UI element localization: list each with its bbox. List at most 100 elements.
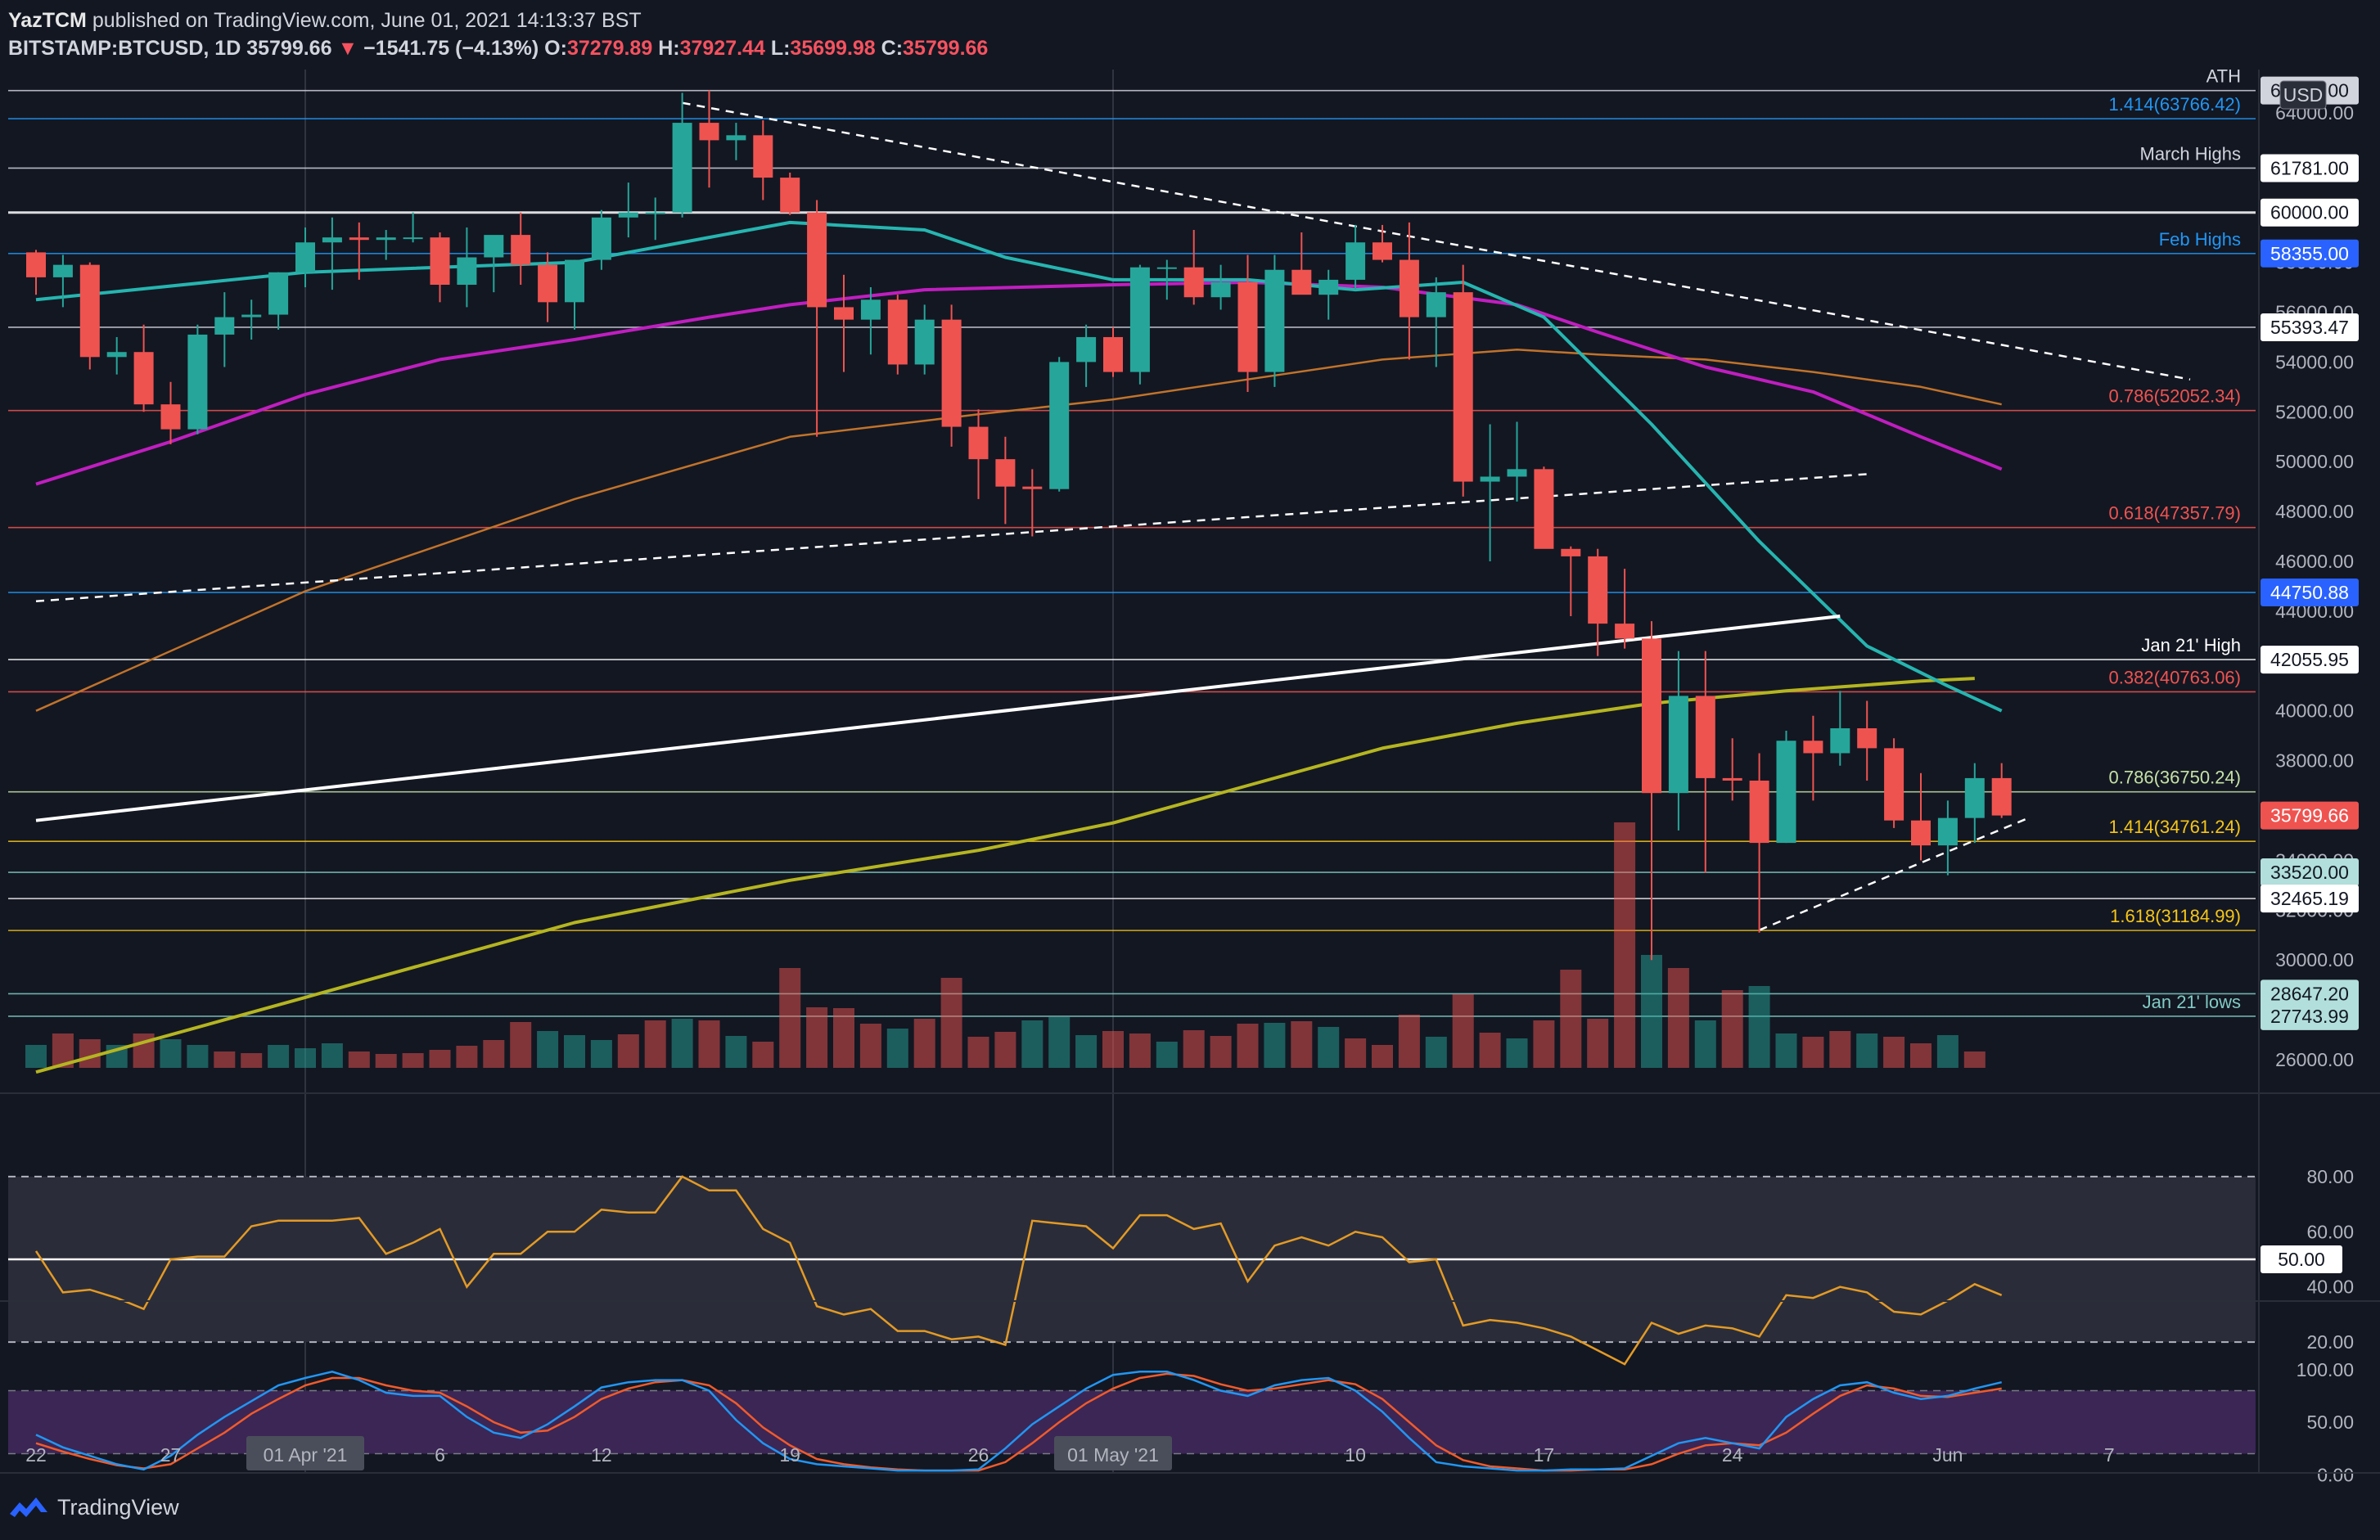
candle-up (376, 237, 396, 241)
price-badge (2261, 154, 2359, 182)
candle-up (1426, 292, 1446, 317)
price-badge-label: 33520.00 (2270, 862, 2349, 883)
last-price: 35799.66 (246, 37, 332, 60)
date-tick: Jun (1932, 1444, 1963, 1466)
currency-badge[interactable]: USD (2279, 80, 2327, 110)
volume-bar (402, 1053, 424, 1068)
volume-bar (994, 1032, 1016, 1068)
rsi-pane[interactable] (0, 1092, 2380, 1366)
candle-down (1749, 780, 1769, 844)
trendline (1759, 817, 2030, 931)
candle-down (968, 426, 989, 460)
trendline (35, 473, 1868, 602)
candle-up (214, 317, 235, 335)
high-value: 37927.44 (679, 37, 765, 60)
volume-bar (1372, 1045, 1393, 1068)
volume-bar (967, 1037, 989, 1068)
date-tick: 27 (160, 1444, 182, 1466)
price-badge-label: 32465.19 (2270, 888, 2349, 909)
open-label: O: (544, 37, 567, 60)
candle-down (1803, 741, 1823, 754)
volume-bar (25, 1045, 47, 1068)
volume-bar (1963, 1051, 1986, 1068)
candle-up (1129, 267, 1150, 372)
volume-bar (160, 1039, 182, 1068)
candle-up (1668, 696, 1688, 794)
price-tick: 50000.00 (2275, 451, 2354, 472)
volume-bar (1291, 1021, 1313, 1068)
candle-down (1399, 259, 1419, 317)
price-tick: 26000.00 (2275, 1049, 2354, 1070)
low-value: 35699.98 (790, 37, 876, 60)
volume-bar (268, 1045, 290, 1068)
stoch-tick: 50.00 (2306, 1412, 2354, 1433)
candle-down (1642, 638, 1661, 794)
volume-bar (1021, 1020, 1044, 1068)
candle-down (1884, 748, 1904, 821)
high-label: H: (658, 37, 680, 60)
candle-up (241, 314, 262, 317)
candle-up (1049, 362, 1070, 489)
candle-down (753, 135, 773, 178)
symbol-label[interactable]: BITSTAMP:BTCUSD, 1D (8, 37, 241, 60)
price-axis[interactable]: 26000.0028000.0030000.0032000.0034000.00… (2258, 70, 2359, 1485)
horizontal-levels (8, 89, 2256, 1017)
rsi-tick: 80.00 (2306, 1166, 2354, 1187)
candle-down (941, 319, 962, 427)
candle-up (726, 135, 746, 141)
volume-bar (1183, 1030, 1205, 1068)
publisher-name[interactable]: YazTCM (8, 9, 87, 32)
date-tick: 10 (1345, 1444, 1366, 1466)
volume-bar (1748, 986, 1770, 1068)
level-label: 0.618(47357.79) (2109, 503, 2241, 524)
candle-up (1156, 267, 1177, 269)
candle-down (699, 123, 719, 141)
volume-bar (617, 1034, 639, 1068)
volume-bar (833, 1008, 854, 1068)
price-badge-label: 61781.00 (2270, 157, 2349, 178)
volume-bar (1721, 990, 1743, 1068)
volume-bar (241, 1053, 263, 1068)
candle-down (780, 178, 800, 213)
candle-down (349, 237, 369, 241)
candle-up (187, 334, 208, 430)
volume-bar (1075, 1035, 1098, 1068)
volume-bar (1506, 1038, 1528, 1068)
rsi-tick: 60.00 (2306, 1221, 2354, 1242)
time-axis[interactable]: 22 27 01 Apr '21 6 12 19 26 01 May '21 10 17 24 Jun… (0, 1436, 2380, 1474)
volume-bar (295, 1048, 316, 1068)
rsi-badge (2261, 1245, 2342, 1273)
volume-bar (1587, 1019, 1609, 1068)
volume-bar (806, 1007, 828, 1068)
tradingview-brand[interactable]: TradingView (57, 1494, 179, 1520)
candle-up (645, 212, 665, 214)
ema100-line (35, 348, 2002, 712)
tradingview-logo-icon (10, 1497, 47, 1517)
price-tick: 46000.00 (2275, 551, 2354, 572)
candle-up (295, 242, 315, 272)
candle-down (538, 264, 558, 303)
candle-down (1857, 728, 1877, 749)
volume-bar (375, 1054, 397, 1068)
date-tick: 26 (968, 1444, 989, 1466)
level-label: Jan 21' High (2141, 635, 2241, 655)
candle-up (618, 212, 638, 218)
date-tick: 17 (1534, 1444, 1555, 1466)
volume-bar (1129, 1033, 1151, 1068)
candle-up (52, 264, 73, 277)
volume-bar (1318, 1027, 1340, 1068)
candle-down (511, 235, 531, 265)
volume-bar (1936, 1035, 1959, 1068)
candle-down (807, 212, 827, 308)
candle-up (1210, 281, 1231, 298)
candle-down (1291, 269, 1312, 295)
candlesticks[interactable] (26, 90, 2012, 961)
candle-down (1453, 292, 1473, 482)
price-badge-label: 55393.47 (2270, 317, 2349, 338)
date-tick: 01 Apr '21 (264, 1444, 348, 1466)
currency-label: USD (2283, 84, 2324, 106)
price-badge (2261, 885, 2359, 913)
volume-bar (1910, 1043, 1931, 1068)
volume-bar (456, 1046, 478, 1068)
